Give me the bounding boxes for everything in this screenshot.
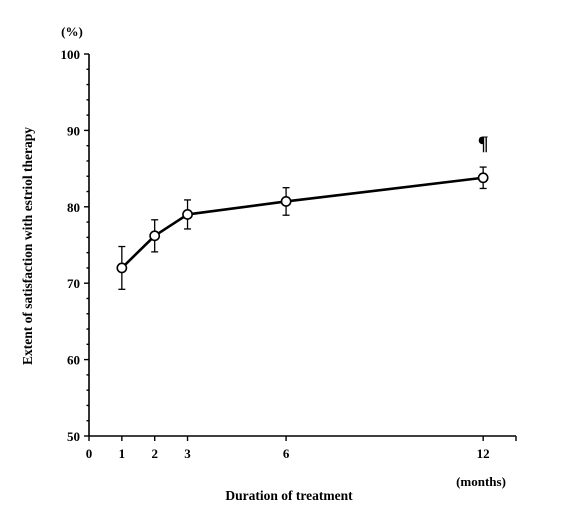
series-lines xyxy=(120,176,484,269)
y-ticks: 50 60 70 80 90 100 xyxy=(61,47,89,444)
y-tick-label: 70 xyxy=(67,276,80,291)
data-point xyxy=(182,209,193,220)
x-tick-label: 1 xyxy=(119,446,126,461)
x-axis-title: Duration of treatment xyxy=(225,488,353,503)
annotations: ¶ xyxy=(478,133,489,155)
y-tick-label: 60 xyxy=(67,353,80,368)
error-bars xyxy=(118,166,487,290)
x-tick-label: 2 xyxy=(151,446,158,461)
x-ticks: 0 1 2 3 6 12 xyxy=(86,436,517,461)
y-tick-label: 50 xyxy=(67,429,80,444)
data-points xyxy=(116,172,489,274)
data-point xyxy=(149,230,161,242)
annotation-mark: ¶ xyxy=(478,133,489,155)
x-tick-label: 3 xyxy=(184,446,191,461)
x-tick-label: 0 xyxy=(86,446,93,461)
y-tick-label: 90 xyxy=(67,123,80,138)
x-tick-label: 6 xyxy=(283,446,290,461)
x-unit-label: (months) xyxy=(456,474,506,489)
data-point xyxy=(116,262,128,274)
series-line xyxy=(120,176,484,269)
axes xyxy=(88,54,516,437)
data-point xyxy=(477,172,489,184)
y-axis-title: Extent of satisfaction with estriol ther… xyxy=(20,127,35,365)
x-tick-label: 12 xyxy=(477,446,490,461)
data-point xyxy=(280,196,292,207)
y-tick-label: 80 xyxy=(67,200,80,215)
y-unit-label: (%) xyxy=(61,24,83,39)
y-tick-label: 100 xyxy=(61,47,81,62)
